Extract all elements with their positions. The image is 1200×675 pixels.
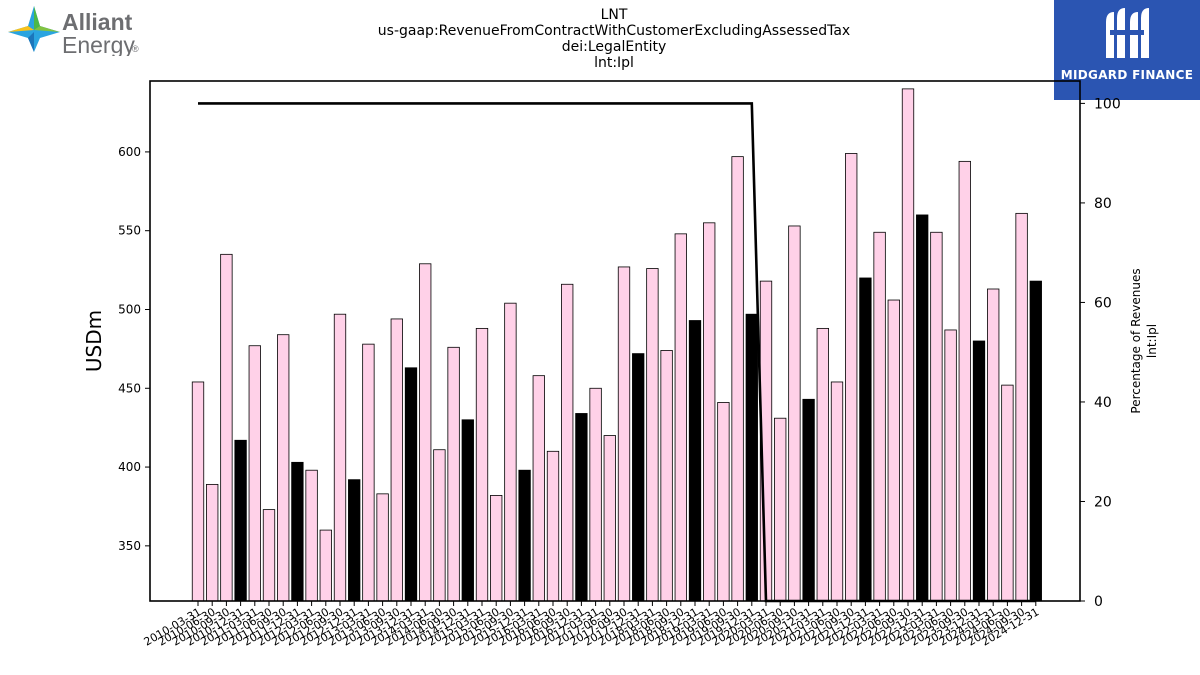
y-tick-label-left-550: 550 — [118, 224, 141, 238]
midgard-emblem-icon — [1106, 8, 1149, 58]
x-axis: 2010-03-312010-06-302010-09-302010-12-31… — [142, 601, 1041, 649]
bar-2018-12-31 — [688, 320, 702, 602]
bar-2014-12-31 — [461, 419, 474, 602]
title-line-3: dei:LegalEntity — [561, 39, 667, 55]
y-axis-label-right-line-1: Percentage of Revenues — [1129, 268, 1143, 413]
y-tick-label-left-450: 450 — [118, 381, 141, 395]
bar-2023-06-30 — [944, 329, 957, 602]
y-tick-label-right-0: 0 — [1094, 594, 1103, 610]
bar-2019-03-31 — [703, 222, 716, 602]
y-axis-label-right-line-2: lnt:Ipl — [1145, 324, 1159, 358]
bar-2017-12-31 — [632, 353, 645, 602]
bar-2020-06-30 — [774, 417, 787, 602]
bar-2024-03-31 — [987, 288, 1000, 602]
bar-2015-03-31 — [475, 327, 489, 602]
bar-2010-09-30 — [220, 253, 233, 602]
y-axis-right: 0 20 40 60 80 100 — [1080, 96, 1121, 610]
chart-title: LNT us-gaap:RevenueFromContractWithCusto… — [300, 7, 928, 71]
bar-2012-03-31 — [305, 469, 318, 602]
bar-2021-06-30 — [830, 381, 844, 602]
bar-2010-06-30 — [206, 483, 219, 602]
bar-2021-12-31 — [859, 277, 872, 602]
bar-2022-12-31 — [916, 214, 929, 602]
bar-series — [191, 88, 1042, 602]
y-tick-label-left-350: 350 — [118, 539, 141, 553]
bar-2022-06-30 — [887, 299, 900, 602]
bar-2017-06-30 — [603, 435, 616, 602]
bar-2011-06-30 — [262, 509, 276, 602]
logo-word-1: Alliant — [62, 9, 133, 35]
bar-2010-03-31 — [191, 381, 205, 602]
bar-2013-06-30 — [376, 493, 389, 602]
bar-2023-09-30 — [958, 160, 971, 602]
y-tick-label-left-500: 500 — [118, 302, 141, 316]
bar-2024-06-30 — [1001, 384, 1014, 602]
bar-2017-09-30 — [617, 266, 631, 602]
bar-2014-03-31 — [419, 263, 432, 602]
y-tick-label-right-60: 60 — [1094, 295, 1112, 311]
bar-2015-12-31 — [518, 469, 531, 602]
bar-2023-03-31 — [930, 231, 943, 602]
bar-2018-06-30 — [660, 350, 673, 602]
bar-2015-06-30 — [490, 495, 503, 602]
y-tick-label-right-40: 40 — [1094, 395, 1112, 411]
bar-2010-12-31 — [234, 439, 247, 602]
bar-2018-09-30 — [674, 233, 687, 602]
title-line-4: lnt:Ipl — [594, 55, 634, 71]
bar-2019-09-30 — [731, 156, 744, 602]
bar-2016-06-30 — [546, 450, 560, 602]
bar-2013-09-30 — [390, 318, 403, 602]
bar-2013-03-31 — [362, 343, 375, 602]
bar-2011-03-31 — [248, 345, 261, 602]
bar-2018-03-31 — [646, 268, 659, 602]
bar-2011-09-30 — [277, 334, 290, 602]
bar-2019-06-30 — [717, 402, 730, 602]
y-tick-label-left-400: 400 — [118, 460, 141, 474]
bar-2019-12-31 — [745, 313, 758, 602]
y-tick-label-right-80: 80 — [1094, 196, 1112, 212]
bar-2021-03-31 — [816, 327, 829, 602]
bar-2016-09-30 — [561, 283, 574, 602]
bar-2017-03-31 — [589, 387, 602, 602]
bar-2020-09-30 — [788, 225, 801, 602]
midgard-finance-logo: MIDGARD FINANCE — [1054, 0, 1200, 100]
bar-2012-12-31 — [348, 479, 361, 602]
bar-2016-03-31 — [532, 375, 545, 602]
bar-2020-12-31 — [802, 398, 815, 602]
bar-2023-12-31 — [972, 340, 986, 602]
bar-2024-09-30 — [1015, 212, 1028, 602]
bar-2012-09-30 — [333, 313, 347, 602]
bar-2022-03-31 — [873, 231, 886, 602]
y-axis-label-left: USDm — [82, 310, 106, 372]
bar-2013-12-31 — [404, 367, 418, 602]
bar-2015-09-30 — [504, 302, 517, 602]
y-tick-label-right-20: 20 — [1094, 494, 1112, 510]
logo-word-2: Energy — [62, 32, 135, 56]
alliant-energy-logo: Alliant Energy ® — [4, 4, 144, 58]
bar-2016-12-31 — [575, 413, 588, 602]
bar-2024-12-31 — [1029, 280, 1042, 602]
bar-2012-06-30 — [319, 529, 332, 602]
title-line-2: us-gaap:RevenueFromContractWithCustomerE… — [377, 23, 851, 39]
y-tick-label-right-100: 100 — [1094, 96, 1121, 112]
bar-2014-09-30 — [447, 346, 460, 602]
title-line-1: LNT — [600, 7, 628, 23]
bar-2022-09-30 — [901, 88, 915, 602]
bar-2014-06-30 — [433, 449, 446, 602]
star-icon — [8, 6, 60, 52]
y-tick-label-left-600: 600 — [118, 145, 141, 159]
bar-2011-12-31 — [291, 461, 304, 602]
midgard-finance-wordmark: MIDGARD FINANCE — [1060, 68, 1194, 82]
plot-frame — [149, 80, 1081, 602]
trademark-symbol: ® — [132, 44, 139, 54]
y-axis-left: 350 400 450 500 550 600 — [118, 145, 150, 553]
bar-2021-09-30 — [845, 153, 858, 602]
